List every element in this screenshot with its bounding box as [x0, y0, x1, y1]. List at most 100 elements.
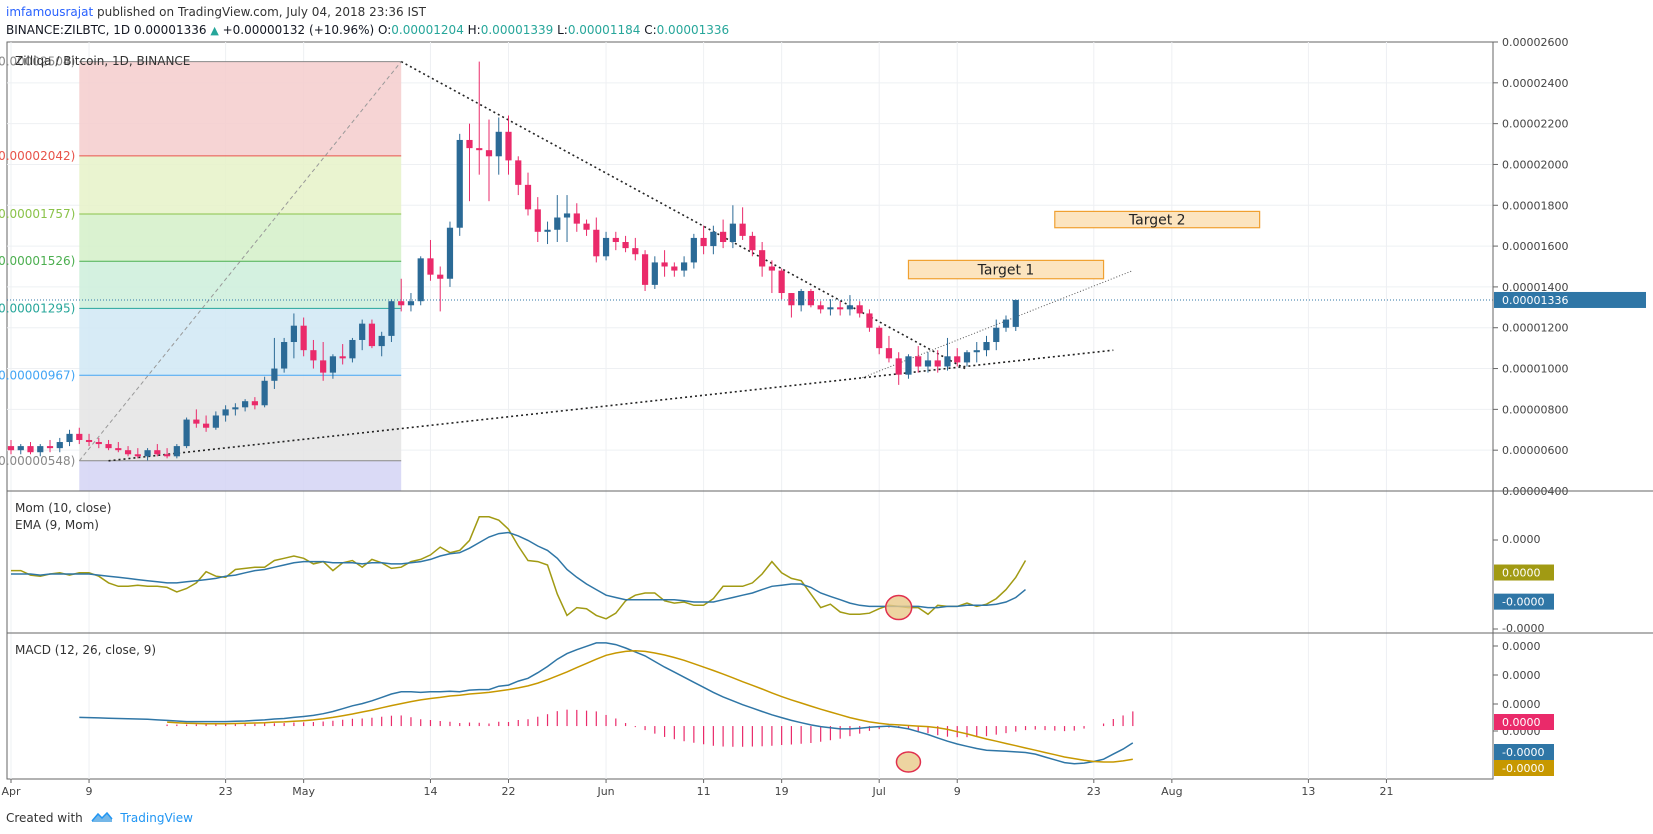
candle[interactable]	[349, 339, 356, 359]
candle[interactable]	[476, 148, 483, 151]
candle[interactable]	[173, 446, 180, 457]
candle[interactable]	[300, 325, 307, 351]
candle[interactable]	[359, 323, 366, 340]
author-link[interactable]: imfamousrajat	[6, 5, 94, 19]
candle[interactable]	[954, 356, 961, 363]
candle[interactable]	[66, 433, 73, 443]
candle[interactable]	[563, 213, 571, 218]
candle[interactable]	[934, 360, 941, 367]
candle[interactable]	[641, 254, 649, 285]
trendline[interactable]	[859, 270, 1134, 380]
candle[interactable]	[846, 305, 854, 310]
candle[interactable]	[105, 444, 112, 449]
candle[interactable]	[983, 342, 990, 351]
candle[interactable]	[183, 419, 190, 447]
candle[interactable]	[885, 348, 893, 359]
candle[interactable]	[866, 313, 873, 328]
candle[interactable]	[700, 237, 707, 247]
candle[interactable]	[485, 150, 493, 157]
candle[interactable]	[622, 242, 629, 249]
candle[interactable]	[788, 293, 795, 306]
candle[interactable]	[446, 227, 454, 279]
candle[interactable]	[554, 217, 561, 230]
candle[interactable]	[1002, 319, 1010, 328]
candle[interactable]	[817, 305, 824, 310]
candle[interactable]	[895, 358, 902, 375]
candle[interactable]	[95, 442, 102, 445]
candle[interactable]	[388, 301, 395, 336]
candle[interactable]	[56, 442, 63, 449]
candle[interactable]	[807, 290, 815, 306]
candle[interactable]	[602, 237, 610, 257]
tradingview-logo-icon[interactable]	[91, 810, 113, 828]
trendline[interactable]	[108, 349, 1114, 462]
candle[interactable]	[661, 262, 668, 267]
candle[interactable]	[85, 439, 93, 443]
candle[interactable]	[632, 248, 639, 255]
candle[interactable]	[973, 350, 980, 353]
candle[interactable]	[524, 184, 532, 210]
candle[interactable]	[115, 448, 122, 451]
candle[interactable]	[339, 356, 346, 359]
candle[interactable]	[495, 131, 502, 157]
candle[interactable]	[281, 342, 288, 369]
candle[interactable]	[17, 446, 24, 451]
candle[interactable]	[827, 307, 834, 310]
candle[interactable]	[876, 327, 883, 349]
candle[interactable]	[232, 407, 239, 410]
candle[interactable]	[310, 350, 317, 361]
candle[interactable]	[710, 231, 717, 247]
candle[interactable]	[993, 327, 1000, 343]
target-box-2[interactable]	[1054, 210, 1261, 229]
candle[interactable]	[329, 356, 337, 373]
candle[interactable]	[27, 446, 34, 453]
candle[interactable]	[544, 229, 551, 232]
candle[interactable]	[583, 223, 590, 230]
candle[interactable]	[720, 231, 727, 243]
highlight-circle[interactable]	[884, 594, 913, 621]
candle[interactable]	[398, 301, 405, 306]
candle[interactable]	[368, 323, 376, 347]
candle[interactable]	[651, 262, 658, 285]
candle[interactable]	[837, 307, 844, 310]
candle[interactable]	[46, 446, 54, 449]
candle[interactable]	[193, 419, 200, 424]
candle[interactable]	[37, 446, 44, 453]
candle[interactable]	[203, 423, 210, 428]
candle[interactable]	[212, 415, 219, 428]
candle[interactable]	[222, 409, 229, 416]
candle[interactable]	[573, 213, 580, 224]
candle[interactable]	[261, 380, 268, 406]
candle[interactable]	[593, 229, 600, 257]
candle[interactable]	[680, 262, 688, 271]
candle[interactable]	[163, 454, 171, 457]
candle[interactable]	[759, 250, 766, 267]
candle[interactable]	[963, 352, 971, 363]
candle[interactable]	[739, 223, 746, 236]
highlight-circle[interactable]	[895, 751, 922, 773]
candle[interactable]	[915, 356, 922, 367]
candle[interactable]	[749, 235, 756, 251]
candle[interactable]	[856, 305, 863, 314]
candle[interactable]	[944, 356, 951, 367]
trendline[interactable]	[78, 61, 402, 462]
candle[interactable]	[417, 258, 424, 302]
candle[interactable]	[729, 223, 736, 243]
candle[interactable]	[320, 360, 327, 373]
candle[interactable]	[242, 401, 249, 408]
candle[interactable]	[144, 450, 151, 457]
candle[interactable]	[515, 160, 522, 185]
candle[interactable]	[1012, 299, 1019, 327]
target-box-1[interactable]	[907, 259, 1105, 280]
candle[interactable]	[768, 266, 775, 271]
candle[interactable]	[134, 454, 141, 457]
candle[interactable]	[76, 433, 83, 440]
tradingview-link[interactable]: TradingView	[120, 811, 193, 825]
candle[interactable]	[251, 401, 258, 406]
candle[interactable]	[124, 450, 132, 455]
candle[interactable]	[378, 335, 385, 347]
candle[interactable]	[924, 360, 932, 367]
trendline[interactable]	[400, 60, 968, 371]
candle[interactable]	[671, 266, 678, 271]
